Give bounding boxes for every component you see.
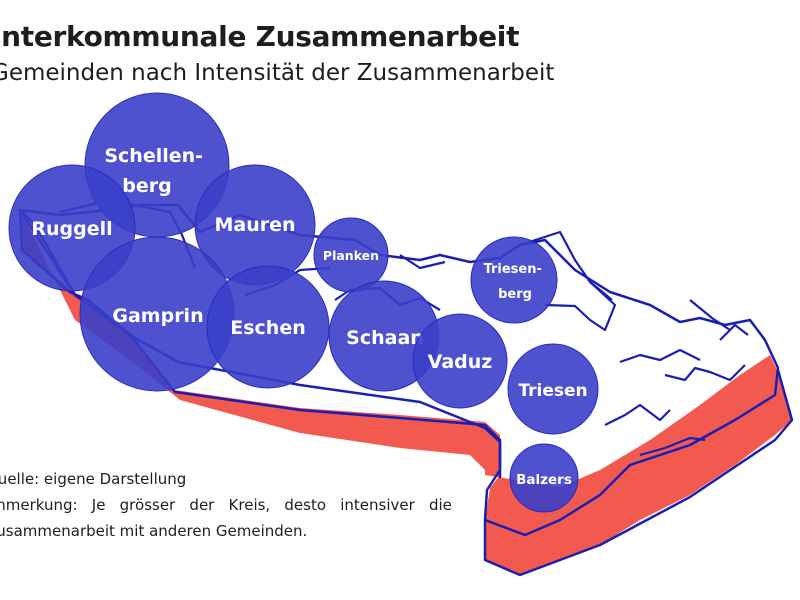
circle-mauren: Mauren (194, 164, 316, 286)
remark-word: Kreis, (228, 496, 271, 514)
label-schellenberg-line1: Schellen- (104, 145, 203, 167)
circle-planken: Planken (313, 217, 389, 293)
label-triesenberg: Triesen- berg (484, 262, 547, 302)
remark-word: grösser (119, 496, 176, 514)
remark-word: desto (284, 496, 327, 514)
circle-vaduz: Vaduz (412, 313, 508, 409)
chart-title: Interkommunale Zusammenarbeit (0, 20, 520, 53)
label-ruggell: Ruggell (31, 218, 112, 240)
label-schaan: Schaan (346, 327, 424, 349)
circle-balzers: Balzers (509, 443, 579, 513)
label-gamprin: Gamprin (112, 305, 203, 327)
remark-word: die (428, 496, 452, 514)
remark-word: Je (91, 496, 106, 514)
label-triesenberg-line1: Triesen- (484, 262, 542, 277)
label-triesenberg-line2: berg (498, 287, 532, 302)
circle-schaan: Schaan (328, 280, 440, 392)
remark-word: der (189, 496, 215, 514)
label-eschen: Eschen (230, 317, 306, 339)
remark-word: Anmerkung: (0, 496, 78, 514)
remark-note-line1: Anmerkung: Je grösser der Kreis, desto i… (0, 492, 452, 518)
remark-word: intensiver (340, 496, 415, 514)
circle-gamprin: Gamprin (79, 236, 235, 392)
circle-triesenberg: Triesen- berg (470, 236, 558, 324)
chart-subtitle: Gemeinden nach Intensität der Zusammenar… (0, 60, 555, 86)
label-schellenberg: Schellen- berg (104, 145, 209, 197)
label-mauren: Mauren (214, 214, 295, 236)
chart-notes: Quelle: eigene Darstellung Anmerkung: Je… (0, 466, 456, 544)
label-triesen: Triesen (518, 381, 587, 401)
label-vaduz: Vaduz (428, 351, 493, 373)
map-extrusion (20, 210, 792, 575)
label-schellenberg-line2: berg (122, 175, 171, 197)
municipality-circles: Schellen- berg Ruggell Mauren Gamprin Es… (8, 92, 599, 513)
label-balzers: Balzers (516, 472, 572, 488)
remark-note-line2: Zusammenarbeit mit anderen Gemeinden. (0, 522, 308, 540)
circle-triesen: Triesen (507, 343, 599, 435)
label-planken: Planken (323, 248, 379, 263)
source-note: Quelle: eigene Darstellung (0, 470, 187, 488)
circle-eschen: Eschen (206, 265, 330, 389)
